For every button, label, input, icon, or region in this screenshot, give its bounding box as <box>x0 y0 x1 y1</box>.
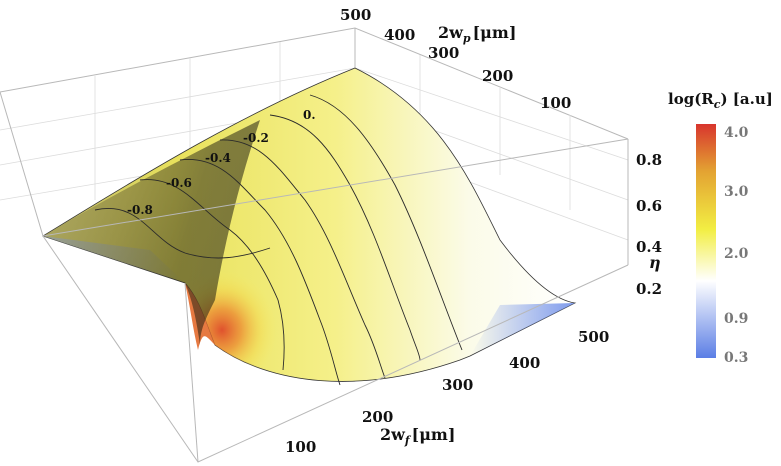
contour-label: 0. <box>303 108 316 122</box>
z-tick-label: 0.8 <box>636 151 662 169</box>
colorbar-title: log(Rc) [a.u] <box>668 90 773 111</box>
x-tick-label: 500 <box>578 328 609 346</box>
y-tick-label: 400 <box>384 26 415 44</box>
y-tick-label: 100 <box>540 94 571 112</box>
contour-label: -0.6 <box>166 176 192 190</box>
colorbar-tick-label: 4.0 <box>724 125 749 141</box>
contour-label: -0.8 <box>127 203 153 217</box>
colorbar-tick-label: 0.9 <box>724 311 748 327</box>
colorbar-gradient <box>696 124 716 358</box>
y-tick-label: 500 <box>340 6 371 24</box>
contour-labels: -0.8 -0.6 -0.4 -0.2 0. <box>127 108 316 217</box>
x-tick-label: 100 <box>285 438 316 456</box>
colorbar: log(Rc) [a.u] 4.0 3.0 2.0 0.9 0.3 <box>668 90 773 366</box>
z-tick-label: 0.6 <box>636 197 662 215</box>
plot-box-front <box>0 91 629 463</box>
y-axis-label: 2wp [μm] <box>438 23 516 45</box>
colorbar-tick-label: 2.0 <box>724 246 749 262</box>
colorbar-tick-label: 3.0 <box>724 184 749 200</box>
x-tick-label: 300 <box>442 376 473 394</box>
x-axis-ticks: 100 200 300 400 500 <box>285 328 609 456</box>
z-tick-label: 0.4 <box>636 238 662 256</box>
contour-label: -0.4 <box>205 151 231 165</box>
y-axis-ticks: 500 400 300 200 100 <box>340 6 571 112</box>
contour-lines <box>94 94 463 386</box>
z-axis-ticks: 0.8 0.6 0.4 0.2 <box>636 151 662 298</box>
surface-left-shadow <box>43 120 260 345</box>
z-tick-label: 0.2 <box>636 280 662 298</box>
x-tick-label: 400 <box>509 354 540 372</box>
y-tick-label: 200 <box>482 67 513 85</box>
colorbar-tick-label: 0.3 <box>724 350 748 366</box>
x-axis-label: 2wf [μm] <box>380 425 455 447</box>
y-tick-label: 300 <box>428 44 459 62</box>
x-tick-label: 200 <box>362 408 393 426</box>
z-axis-label: η <box>649 253 661 272</box>
contour-label: -0.2 <box>243 131 269 145</box>
